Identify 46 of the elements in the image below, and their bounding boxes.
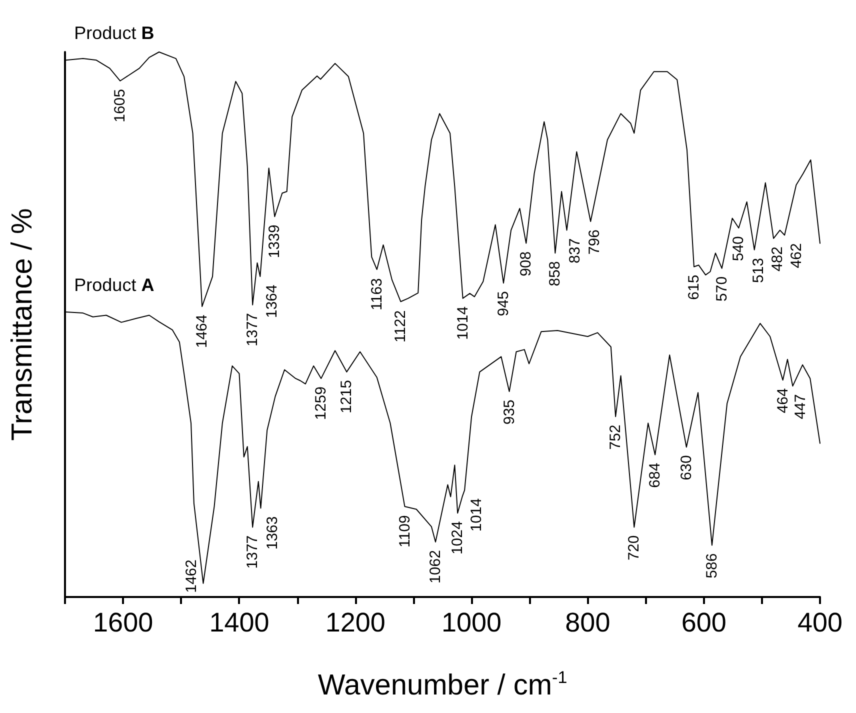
x-tick-label: 800: [565, 608, 610, 638]
annotation: 1364: [264, 284, 281, 318]
annotation: 1339: [266, 224, 284, 258]
annotation: 615: [685, 274, 702, 300]
annotation: 540: [730, 236, 748, 262]
annotation: 1363: [264, 516, 282, 550]
annotation: 1163: [368, 278, 386, 310]
annotation: 447: [792, 394, 810, 420]
annotation: 1377: [244, 535, 262, 569]
annotation: 1377: [244, 312, 262, 346]
annotation: 1464: [194, 314, 211, 348]
annotation: 1024: [449, 521, 466, 555]
y-axis-title: Transmittance / %: [6, 208, 38, 441]
annotation: 570: [713, 276, 730, 302]
annotation: 513: [750, 258, 767, 283]
annotation: 1014: [468, 498, 486, 532]
annotation: 720: [626, 535, 643, 560]
annotation: 630: [678, 455, 695, 480]
annotation: 482: [769, 246, 786, 272]
annotation: 837: [566, 238, 584, 264]
x-tick-label: 1000: [442, 608, 502, 638]
annotation: 1462: [183, 560, 200, 593]
annotation: 586: [703, 553, 720, 578]
annotation: 1062: [427, 550, 444, 584]
annotation: 935: [500, 400, 518, 425]
annotation: 908: [518, 251, 535, 276]
annotation: 1215: [338, 380, 356, 414]
x-tick-label: 400: [797, 608, 843, 638]
annotation: 1109: [396, 515, 414, 548]
series-label: Product A: [74, 274, 154, 295]
annotation: 858: [546, 261, 564, 286]
annotation: 945: [494, 291, 512, 316]
annotation: 684: [646, 462, 664, 488]
series-label: Product B: [74, 23, 154, 44]
annotation: 1605: [112, 88, 129, 122]
annotation: 1122: [392, 310, 410, 343]
annotation: 462: [788, 243, 806, 268]
x-tick-label: 1600: [93, 608, 154, 638]
annotation: 1014: [454, 306, 472, 340]
annotation: 1259: [312, 386, 330, 420]
x-tick-label: 1200: [325, 608, 386, 638]
x-tick-label: 600: [681, 608, 726, 638]
annotation: 796: [586, 230, 604, 255]
x-tick-label: 1400: [209, 608, 270, 638]
annotation: 752: [607, 424, 624, 450]
annotation: 464: [774, 388, 792, 414]
